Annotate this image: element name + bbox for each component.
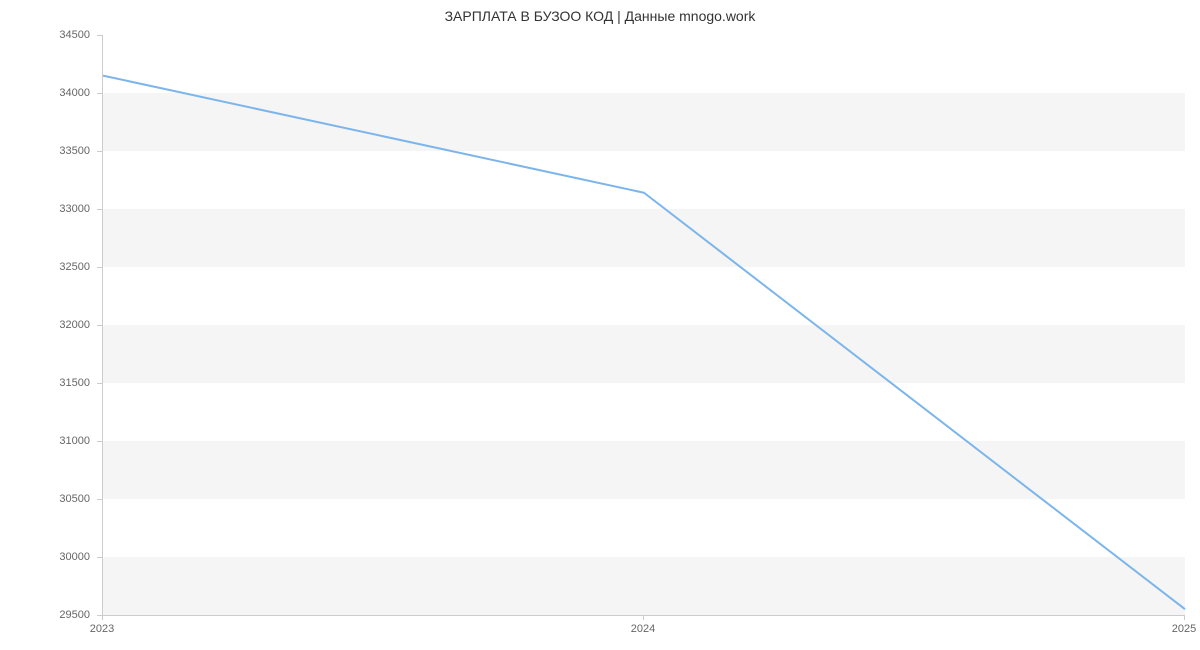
y-tick [97, 441, 102, 442]
y-tick-label: 33000 [0, 203, 90, 215]
y-tick [97, 325, 102, 326]
y-tick-label: 32000 [0, 319, 90, 331]
salary-line-chart: ЗАРПЛАТА В БУЗОО КОД | Данные mnogo.work… [0, 0, 1200, 650]
y-tick-label: 29500 [0, 609, 90, 621]
y-tick [97, 383, 102, 384]
x-tick-label: 2025 [1172, 623, 1196, 635]
line-layer [103, 35, 1185, 615]
y-tick-label: 31500 [0, 377, 90, 389]
chart-title: ЗАРПЛАТА В БУЗОО КОД | Данные mnogo.work [0, 8, 1200, 24]
x-tick [643, 615, 644, 620]
y-tick-label: 34500 [0, 29, 90, 41]
y-tick [97, 557, 102, 558]
y-tick-label: 31000 [0, 435, 90, 447]
series-line-salary [103, 76, 1185, 610]
y-tick-label: 32500 [0, 261, 90, 273]
y-tick [97, 93, 102, 94]
x-tick [1184, 615, 1185, 620]
y-tick-label: 33500 [0, 145, 90, 157]
x-tick-label: 2023 [90, 623, 114, 635]
y-tick [97, 267, 102, 268]
plot-area [102, 35, 1185, 616]
y-tick [97, 35, 102, 36]
y-tick [97, 151, 102, 152]
y-tick-label: 34000 [0, 87, 90, 99]
x-tick-label: 2024 [631, 623, 655, 635]
y-tick-label: 30000 [0, 551, 90, 563]
x-tick [102, 615, 103, 620]
y-tick [97, 499, 102, 500]
y-tick-label: 30500 [0, 493, 90, 505]
y-tick [97, 209, 102, 210]
